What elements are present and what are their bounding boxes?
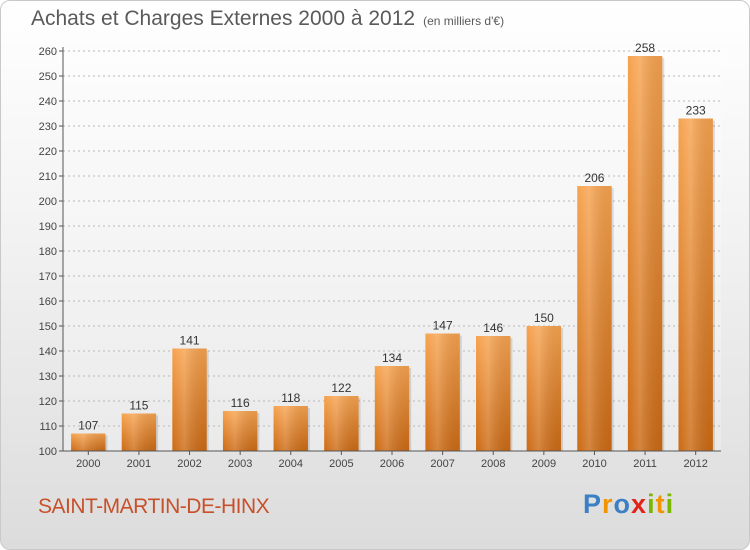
commune-name: SAINT-MARTIN-DE-HINX [38,495,270,518]
value-label: 107 [78,419,98,433]
x-tick-label: 2001 [127,458,151,470]
y-tick-label: 110 [39,421,57,433]
y-tick-label: 260 [39,46,57,58]
value-label: 116 [231,396,250,410]
logo-letter: o [613,489,632,519]
bar-highlight [71,433,106,451]
bar-highlight [324,396,359,451]
bar-highlight [374,366,410,451]
bar-highlight [627,56,663,451]
bar-highlight [577,186,612,451]
y-tick-label: 240 [39,96,57,108]
logo-letter: i [647,489,656,519]
x-tick-label: 2009 [532,458,556,470]
bar-highlight [678,118,713,451]
x-tick-label: 2010 [582,458,606,470]
x-tick-label: 2005 [329,458,353,470]
logo-letter: x [631,489,648,519]
y-tick-label: 170 [39,271,57,283]
chart-title: Achats et Charges Externes 2000 à 2012 (e… [31,7,504,31]
x-tick-label: 2004 [279,458,303,470]
bar-layer: 107 115 141 116 118 122 134 147 146 150 206 258 233 [71,41,715,451]
y-tick-label: 130 [39,371,57,383]
x-tick-label: 2000 [76,458,100,470]
logo-letter: t [655,489,666,519]
value-label: 141 [180,334,200,348]
y-tick-label: 220 [39,146,57,158]
value-label: 206 [584,171,604,185]
unit-subtitle: (en milliers d'€) [423,14,505,28]
bar-highlight [121,413,157,451]
y-tick-label: 100 [39,446,57,458]
value-label: 115 [129,399,148,413]
bar-highlight [476,336,511,451]
value-label: 118 [281,391,300,405]
bar-highlight [425,333,460,451]
x-tick-label: 2003 [228,458,252,470]
y-tick-label: 180 [39,246,57,258]
value-label: 122 [331,381,351,395]
logo-letter: r [602,489,614,519]
value-label: 147 [433,319,453,333]
value-label: 134 [382,351,402,365]
y-tick-label: 190 [39,221,57,233]
y-tick-label: 230 [39,121,57,133]
x-tick-label: 2007 [430,458,454,470]
bar-highlight [172,348,207,451]
logo-letter: P [583,489,603,519]
value-label: 233 [686,104,706,118]
logo-letter: i [665,489,675,519]
x-tick-label: 2002 [177,458,201,470]
value-label: 150 [534,311,554,325]
y-tick-label: 210 [39,171,57,183]
bar-highlight [222,411,258,451]
title-text: Achats et Charges Externes 2000 à 2012 [31,7,416,30]
y-tick-label: 120 [39,396,57,408]
value-label: 146 [483,321,503,335]
y-tick-label: 160 [39,296,57,308]
bar-highlight [273,406,308,451]
proxiti-logo: Proxiti [583,489,674,520]
x-tick-label: 2008 [481,458,505,470]
x-tick-label: 2011 [633,458,657,470]
y-tick-label: 150 [39,321,57,333]
bar-highlight [526,326,562,451]
value-label: 258 [635,41,655,55]
x-tick-label: 2012 [683,458,707,470]
y-tick-label: 140 [39,346,57,358]
axis-layer: 100 110 120 130 140 150 160 170 180 190 200 210 220 2… [39,46,721,470]
x-tick-label: 2006 [380,458,404,470]
y-tick-label: 250 [39,71,57,83]
y-tick-label: 200 [39,196,57,208]
